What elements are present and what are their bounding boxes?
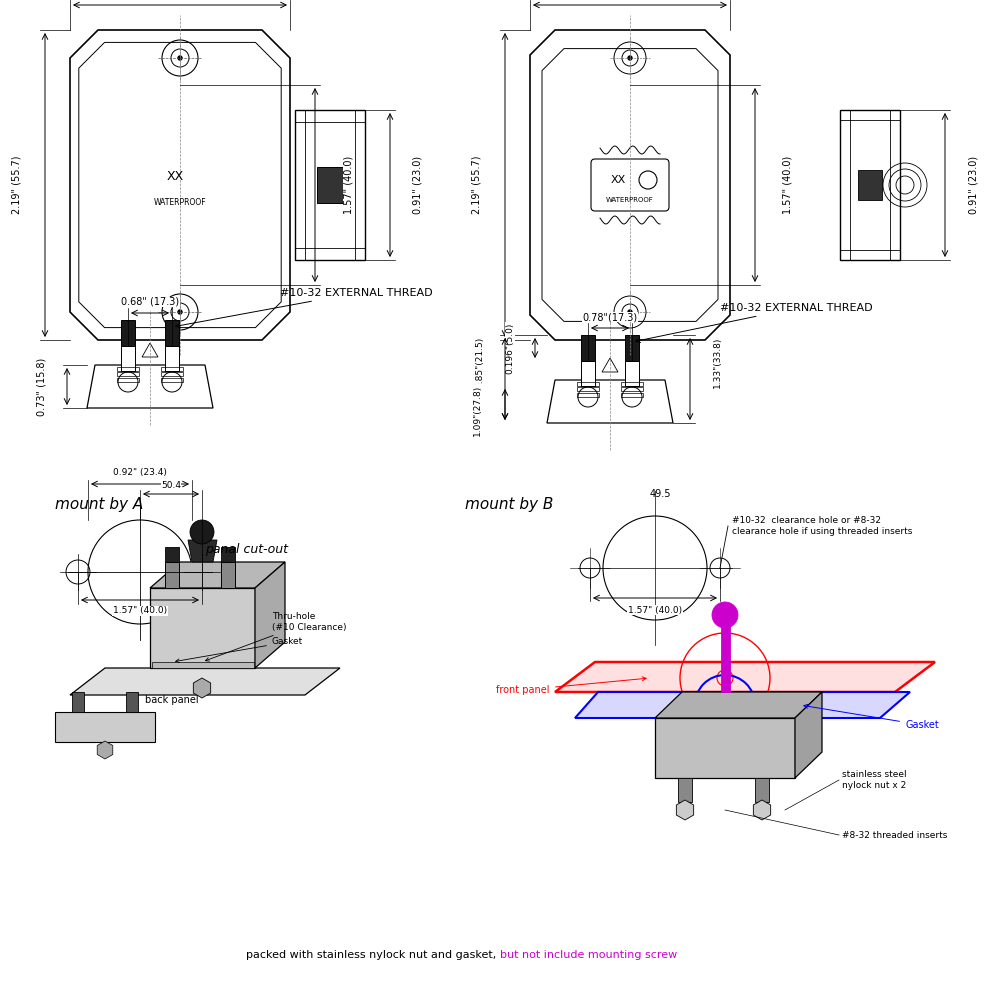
Text: 1.57" (40.0): 1.57" (40.0) xyxy=(113,606,167,615)
Bar xyxy=(625,335,639,361)
Polygon shape xyxy=(655,718,795,778)
Bar xyxy=(581,335,595,361)
Text: 0.85"(21.5): 0.85"(21.5) xyxy=(476,336,484,388)
Text: 2.19" (55.7): 2.19" (55.7) xyxy=(472,156,482,214)
Bar xyxy=(295,110,365,260)
Polygon shape xyxy=(655,692,822,718)
Polygon shape xyxy=(97,741,113,759)
Text: XX: XX xyxy=(166,170,184,184)
Bar xyxy=(117,367,139,371)
Bar xyxy=(165,320,179,346)
Text: 50.4: 50.4 xyxy=(161,481,181,489)
Bar xyxy=(221,562,235,588)
Text: 1.57" (40.0): 1.57" (40.0) xyxy=(343,156,353,214)
Text: stainless steel
nylock nut x 2: stainless steel nylock nut x 2 xyxy=(842,770,907,790)
Text: XX: XX xyxy=(610,175,626,185)
Polygon shape xyxy=(150,562,285,588)
Circle shape xyxy=(628,56,632,60)
Text: 0.91" (23.0): 0.91" (23.0) xyxy=(413,156,423,214)
Circle shape xyxy=(178,56,182,60)
Polygon shape xyxy=(753,800,771,820)
Text: 0.196"(5.0): 0.196"(5.0) xyxy=(505,322,514,374)
Bar xyxy=(117,372,139,376)
Text: Thru-hole
(#10 Clearance): Thru-hole (#10 Clearance) xyxy=(205,612,347,661)
Bar xyxy=(625,361,639,386)
Bar xyxy=(858,170,882,200)
Bar xyxy=(126,692,138,712)
Bar xyxy=(152,662,254,668)
Circle shape xyxy=(628,310,632,314)
Text: 2.19" (55.7): 2.19" (55.7) xyxy=(12,156,22,214)
Text: 1.57" (40.0): 1.57" (40.0) xyxy=(783,156,793,214)
Bar xyxy=(720,620,730,692)
Text: 0.68" (17.3): 0.68" (17.3) xyxy=(121,297,179,307)
Bar xyxy=(621,393,643,397)
Text: 1.33"(33.8): 1.33"(33.8) xyxy=(712,336,722,388)
Text: WATERPROOF: WATERPROOF xyxy=(606,197,654,203)
Polygon shape xyxy=(575,692,910,718)
Text: Gasket: Gasket xyxy=(176,638,303,663)
Text: Gasket: Gasket xyxy=(804,704,939,730)
Circle shape xyxy=(712,602,738,628)
Bar xyxy=(165,562,179,588)
Text: 1.57" (40.0): 1.57" (40.0) xyxy=(628,605,682,614)
Text: front panel: front panel xyxy=(496,677,646,695)
Circle shape xyxy=(190,520,214,544)
Text: mount by B: mount by B xyxy=(465,497,553,512)
Bar xyxy=(221,547,235,562)
Text: 0.91" (23.0): 0.91" (23.0) xyxy=(968,156,978,214)
Text: #10-32  clearance hole or #8-32
clearance hole if using threaded inserts: #10-32 clearance hole or #8-32 clearance… xyxy=(732,516,912,536)
Bar xyxy=(577,393,599,397)
Bar xyxy=(161,372,183,376)
Polygon shape xyxy=(795,692,822,778)
Text: 1.09"(27.8): 1.09"(27.8) xyxy=(472,384,481,436)
Bar xyxy=(121,320,135,346)
Polygon shape xyxy=(70,668,340,695)
Text: back panel: back panel xyxy=(145,695,199,705)
Bar xyxy=(621,382,643,386)
Text: mount by A: mount by A xyxy=(55,497,143,512)
Bar xyxy=(840,110,900,260)
Bar xyxy=(161,378,183,382)
Polygon shape xyxy=(188,540,217,562)
Polygon shape xyxy=(193,678,211,698)
Bar xyxy=(581,361,595,386)
Text: 49.5: 49.5 xyxy=(649,489,671,499)
Polygon shape xyxy=(555,662,935,692)
Bar xyxy=(678,778,692,802)
Bar xyxy=(755,778,769,802)
Polygon shape xyxy=(676,800,694,820)
Circle shape xyxy=(178,310,182,314)
Bar xyxy=(577,382,599,386)
Bar xyxy=(121,346,135,371)
Text: packed with stainless nylock nut and gasket,: packed with stainless nylock nut and gas… xyxy=(246,950,500,960)
Bar xyxy=(165,346,179,371)
Text: 0.92" (23.4): 0.92" (23.4) xyxy=(113,468,167,478)
Text: panal cut-out: panal cut-out xyxy=(205,544,288,556)
Text: 0.78"(17.3): 0.78"(17.3) xyxy=(582,312,638,322)
Polygon shape xyxy=(150,588,255,668)
Text: #10-32 EXTERNAL THREAD: #10-32 EXTERNAL THREAD xyxy=(636,303,873,342)
Polygon shape xyxy=(55,712,155,742)
Bar xyxy=(317,167,343,203)
Bar xyxy=(72,692,84,712)
Text: but not include mounting screw: but not include mounting screw xyxy=(500,950,677,960)
Text: WATERPROOF: WATERPROOF xyxy=(154,198,206,207)
Bar xyxy=(577,387,599,391)
Text: 0.73" (15.8): 0.73" (15.8) xyxy=(37,357,47,416)
Bar xyxy=(117,378,139,382)
Bar xyxy=(161,367,183,371)
Polygon shape xyxy=(255,562,285,668)
Text: #8-32 threaded inserts: #8-32 threaded inserts xyxy=(842,830,947,840)
Text: #10-32 EXTERNAL THREAD: #10-32 EXTERNAL THREAD xyxy=(176,288,433,328)
Bar xyxy=(621,387,643,391)
Bar xyxy=(165,547,179,562)
